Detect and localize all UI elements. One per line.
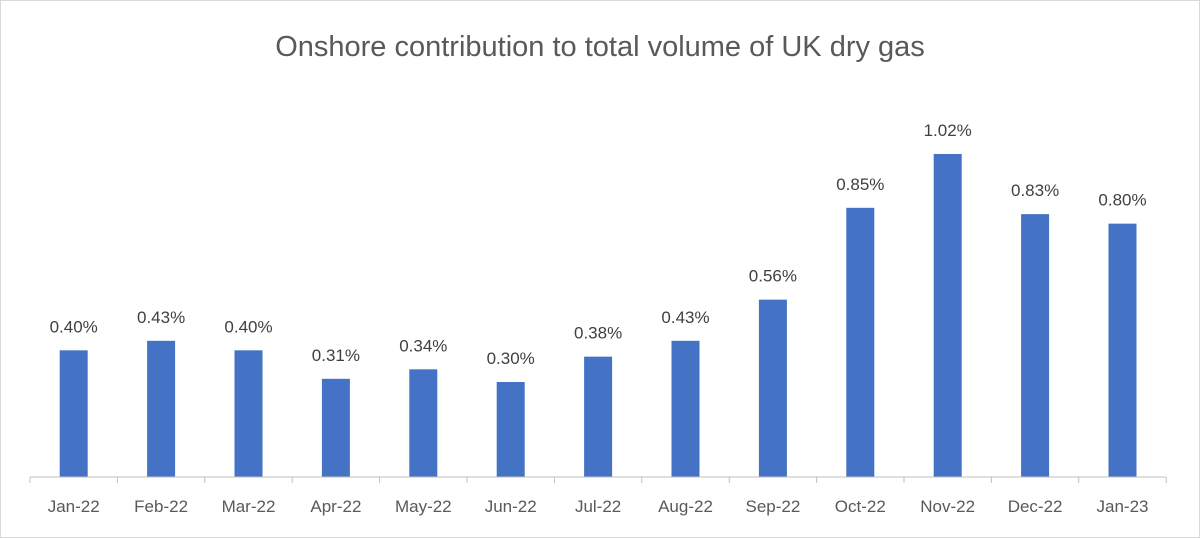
data-label: 0.56% — [749, 267, 797, 286]
data-label: 0.83% — [1011, 181, 1059, 200]
bar-jan-22 — [59, 350, 88, 477]
x-tick-label: Dec-22 — [1008, 497, 1063, 516]
bar-feb-22 — [147, 340, 176, 477]
data-label: 0.43% — [137, 308, 185, 327]
bar-jan-23 — [1108, 223, 1137, 477]
data-label: 0.30% — [487, 349, 535, 368]
data-label: 1.02% — [924, 121, 972, 140]
bar-oct-22 — [846, 207, 875, 477]
x-tick-label: Nov-22 — [920, 497, 975, 516]
data-label: 0.40% — [224, 317, 272, 336]
bar-nov-22 — [933, 153, 962, 477]
bar-may-22 — [409, 369, 438, 477]
chart-title: Onshore contribution to total volume of … — [275, 31, 925, 63]
x-tick-label: Jan-22 — [48, 497, 100, 516]
data-label: 0.40% — [50, 317, 98, 336]
bar-jul-22 — [584, 356, 613, 477]
x-tick-label: Aug-22 — [658, 497, 713, 516]
x-tick-label: Oct-22 — [835, 497, 886, 516]
bar-apr-22 — [321, 378, 350, 477]
bar-jun-22 — [496, 381, 525, 477]
x-tick-label: Apr-22 — [310, 497, 361, 516]
bar-dec-22 — [1021, 214, 1050, 477]
x-tick-label: Jun-22 — [485, 497, 537, 516]
data-label: 0.38% — [574, 324, 622, 343]
bar-sep-22 — [758, 299, 787, 477]
x-tick-label: Feb-22 — [134, 497, 188, 516]
x-tick-label: Mar-22 — [222, 497, 276, 516]
data-label: 0.34% — [399, 336, 447, 355]
bar-aug-22 — [671, 340, 700, 477]
data-label: 0.31% — [312, 346, 360, 365]
data-label: 0.85% — [836, 175, 884, 194]
bar-mar-22 — [234, 350, 263, 477]
data-label: 0.80% — [1098, 191, 1146, 210]
data-label: 0.43% — [661, 308, 709, 327]
x-tick-label: Jan-23 — [1097, 497, 1149, 516]
x-tick-label: Sep-22 — [745, 497, 800, 516]
x-tick-label: May-22 — [395, 497, 452, 516]
x-tick-label: Jul-22 — [575, 497, 621, 516]
